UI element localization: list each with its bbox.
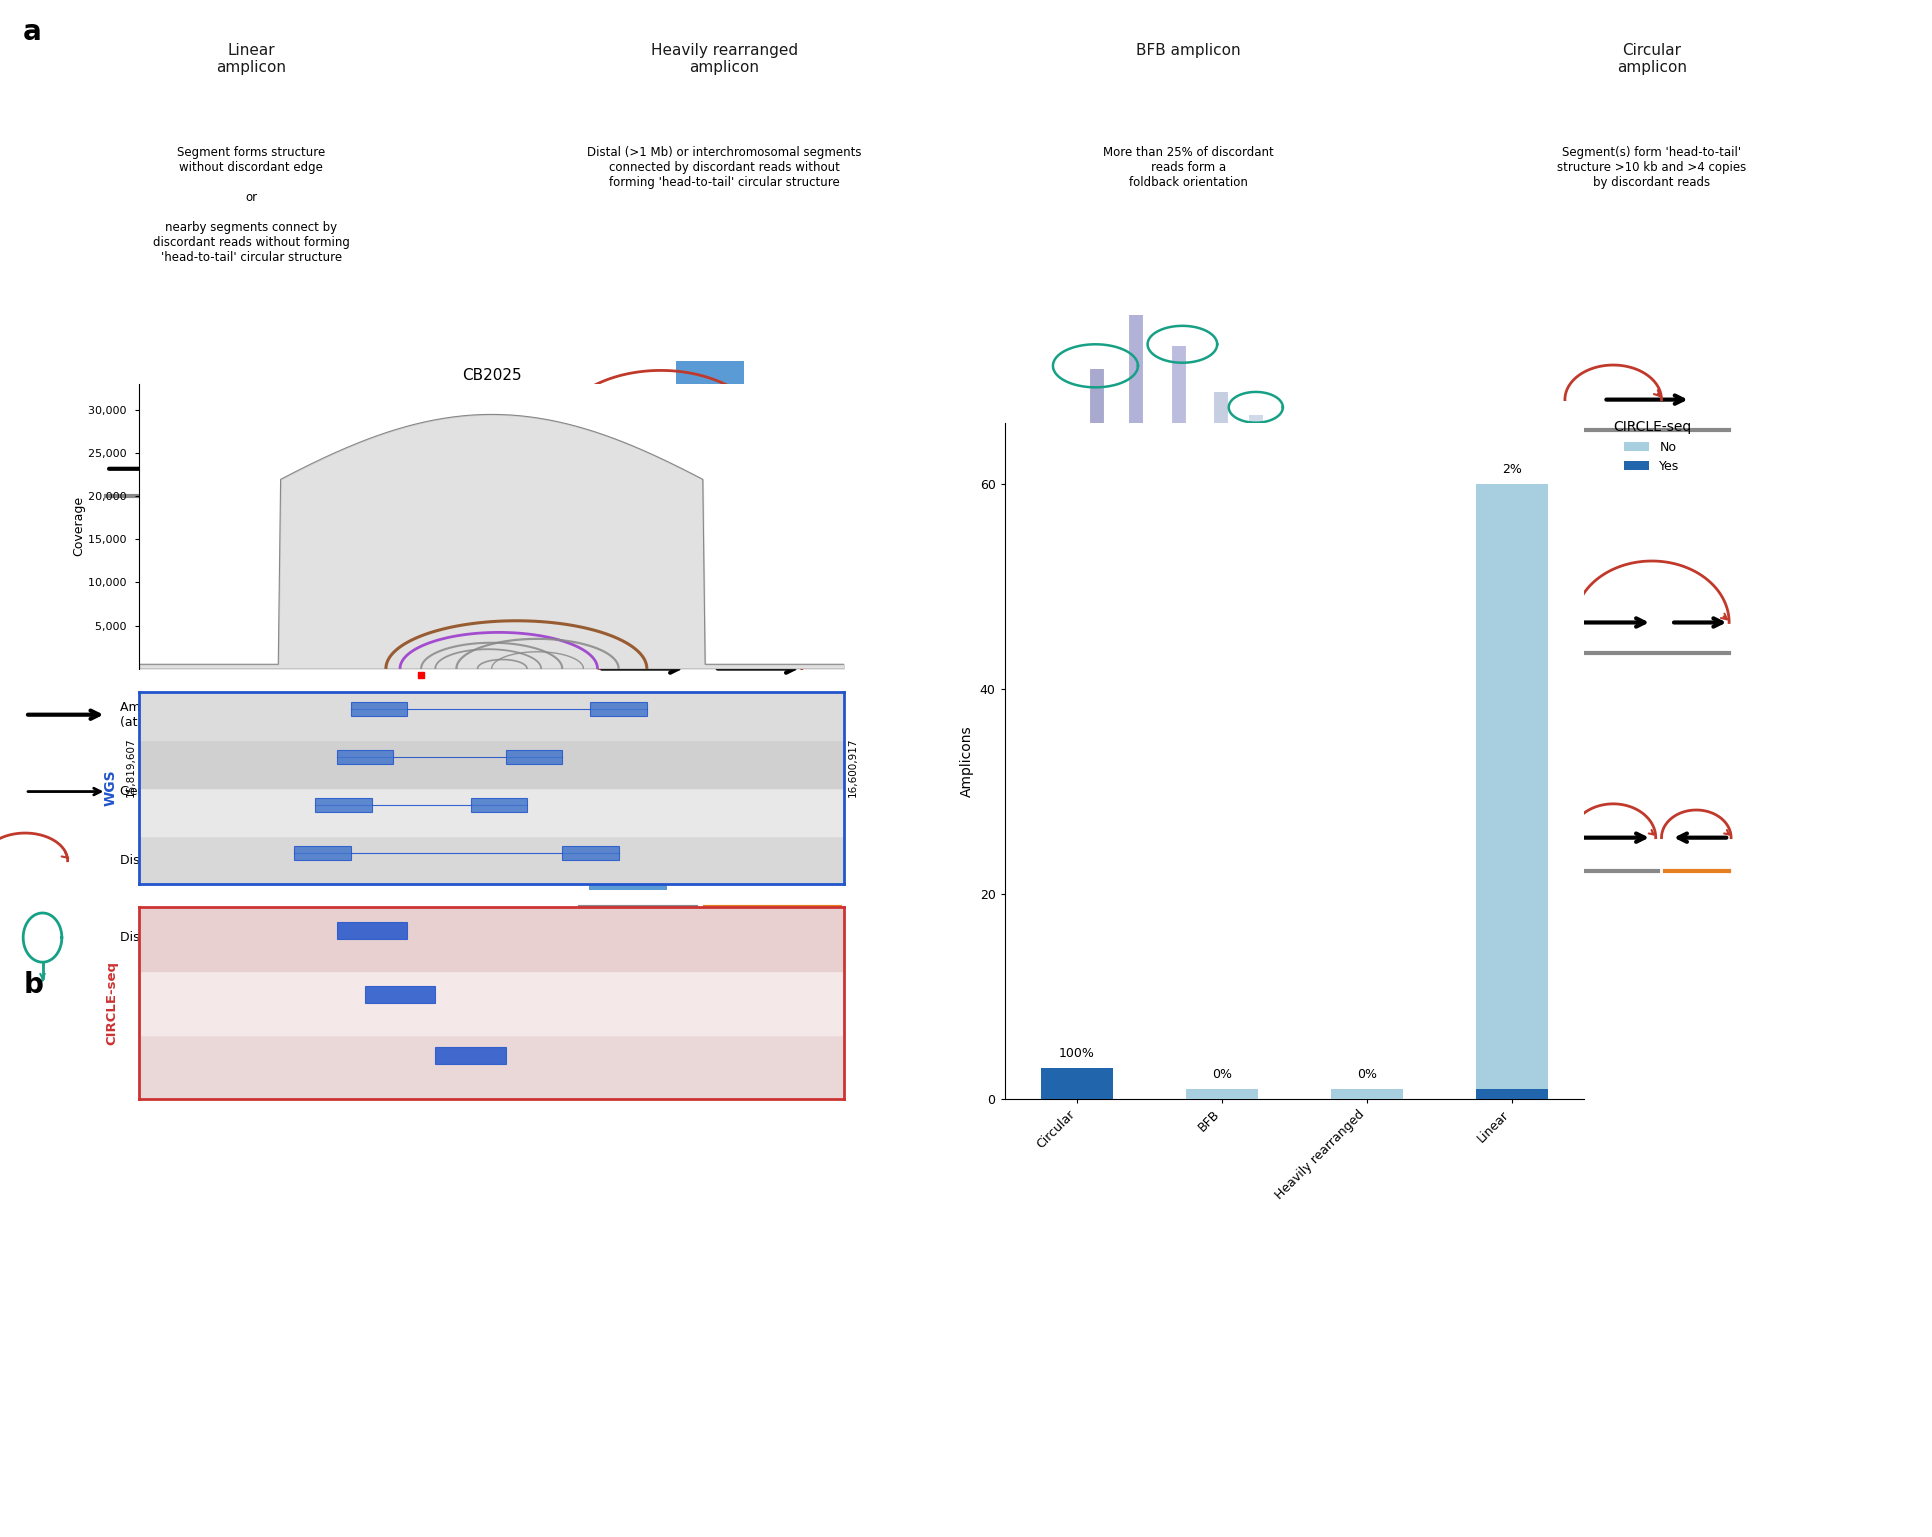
Text: Circular
amplicon: Circular amplicon bbox=[1617, 43, 1687, 75]
Text: More than 25% of discordant
reads form a
foldback orientation: More than 25% of discordant reads form a… bbox=[1103, 146, 1273, 189]
Text: a: a bbox=[23, 18, 43, 46]
Bar bbox=[1331, 1088, 1403, 1099]
Bar bbox=[139, 907, 844, 971]
Bar bbox=[471, 798, 527, 812]
Bar bbox=[139, 787, 844, 836]
Bar bbox=[506, 750, 562, 764]
Bar bbox=[336, 922, 408, 939]
Text: Segment forms structure
without discordant edge

or

nearby segments connect by
: Segment forms structure without discorda… bbox=[153, 146, 350, 264]
Text: CIRCLE-seq: CIRCLE-seq bbox=[104, 961, 118, 1045]
Text: 15,819,607: 15,819,607 bbox=[126, 738, 135, 798]
Text: 2%: 2% bbox=[1501, 463, 1522, 476]
Legend: No, Yes: No, Yes bbox=[1607, 415, 1696, 478]
Text: 100%: 100% bbox=[1059, 1047, 1095, 1061]
Bar bbox=[1186, 1088, 1258, 1099]
Bar bbox=[676, 361, 744, 461]
Text: Heavily rearranged
amplicon: Heavily rearranged amplicon bbox=[651, 43, 798, 75]
Bar bbox=[562, 847, 618, 859]
Text: 0%: 0% bbox=[1356, 1068, 1378, 1081]
Y-axis label: Amplicons: Amplicons bbox=[960, 725, 974, 796]
Text: BFB amplicon: BFB amplicon bbox=[1136, 43, 1240, 58]
Text: >1 Mb: >1 Mb bbox=[620, 507, 655, 518]
Bar bbox=[1041, 1068, 1113, 1099]
Text: Amplified DNA segment
(at least one segment >4 copies): Amplified DNA segment (at least one segm… bbox=[120, 701, 328, 729]
Y-axis label: Coverage: Coverage bbox=[71, 496, 85, 556]
Text: Linear
amplicon: Linear amplicon bbox=[216, 43, 286, 75]
Text: WGS: WGS bbox=[104, 770, 118, 805]
Bar bbox=[139, 1034, 844, 1099]
Text: <1 Mb: <1 Mb bbox=[263, 524, 298, 535]
Bar bbox=[352, 702, 408, 716]
Text: Discordant read: Discordant read bbox=[120, 855, 220, 867]
Text: Segment(s) form 'head-to-tail'
structure >10 kb and >4 copies
by discordant read: Segment(s) form 'head-to-tail' structure… bbox=[1557, 146, 1747, 189]
Bar bbox=[591, 702, 647, 716]
Bar bbox=[139, 971, 844, 1034]
Text: Chr2: Chr2 bbox=[195, 696, 224, 709]
Bar bbox=[139, 836, 844, 884]
Bar bbox=[294, 847, 352, 859]
Bar bbox=[365, 985, 435, 1004]
Text: >1 Mb: >1 Mb bbox=[659, 730, 694, 741]
Text: Distal (>1 Mb) or interchromosomal segments
connected by discordant reads withou: Distal (>1 Mb) or interchromosomal segme… bbox=[587, 146, 862, 189]
Text: b: b bbox=[23, 971, 43, 999]
Bar bbox=[1476, 484, 1548, 1088]
Bar bbox=[315, 798, 371, 812]
Text: 0%: 0% bbox=[1211, 1068, 1233, 1081]
Text: 16,600,917: 16,600,917 bbox=[848, 738, 858, 798]
Bar bbox=[435, 1047, 506, 1064]
Title: CB2025: CB2025 bbox=[462, 367, 522, 383]
Bar bbox=[589, 847, 667, 890]
Bar bbox=[139, 692, 844, 739]
Text: Discordant foldback read: Discordant foldback read bbox=[120, 931, 278, 944]
Bar bbox=[1476, 1088, 1548, 1099]
Text: MYCN: MYCN bbox=[435, 696, 469, 709]
Bar bbox=[336, 750, 392, 764]
Text: Interchromosome: Interchromosome bbox=[657, 938, 753, 948]
Text: Genomic segment orientation: Genomic segment orientation bbox=[120, 785, 307, 798]
Bar bbox=[139, 739, 844, 787]
